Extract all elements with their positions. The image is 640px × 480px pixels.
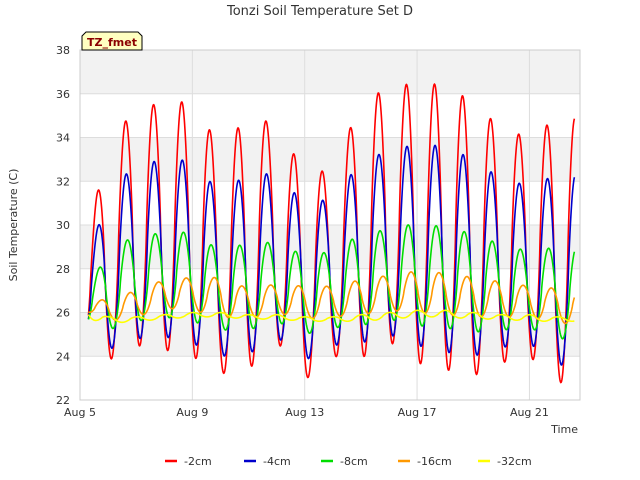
plot-frame bbox=[79, 49, 581, 401]
series-line--32cm bbox=[87, 309, 575, 324]
x-axis-label: Time bbox=[550, 423, 578, 436]
legend-item: -8cm bbox=[321, 455, 368, 468]
y-axis-label: Soil Temperature (C) bbox=[7, 169, 20, 282]
legend-label: -8cm bbox=[340, 455, 368, 468]
plot-band bbox=[80, 137, 580, 182]
x-axis-ticks: Aug 5 Aug 9 Aug 13 Aug 17 Aug 21 bbox=[64, 406, 549, 419]
x-tick-label: Aug 17 bbox=[398, 406, 437, 419]
legend-label: -32cm bbox=[497, 455, 532, 468]
y-tick-label: 22 bbox=[56, 394, 70, 407]
legend-label: -2cm bbox=[184, 455, 212, 468]
x-tick-label: Aug 13 bbox=[285, 406, 324, 419]
legend-label: -4cm bbox=[263, 455, 291, 468]
legend-label: -16cm bbox=[417, 455, 452, 468]
x-tick-label: Aug 9 bbox=[176, 406, 208, 419]
site-badge: TZ_fmet bbox=[81, 31, 143, 51]
y-tick-label: 30 bbox=[56, 219, 70, 232]
legend-item: -16cm bbox=[398, 455, 452, 468]
legend-item: -4cm bbox=[244, 455, 291, 468]
x-tick-label: Aug 5 bbox=[64, 406, 96, 419]
series-line--16cm bbox=[88, 271, 576, 325]
y-tick-label: 36 bbox=[56, 88, 70, 101]
series-line--8cm bbox=[87, 224, 576, 340]
site-badge-label: TZ_fmet bbox=[87, 36, 137, 49]
legend-item: -32cm bbox=[478, 455, 532, 468]
x-tick-label: Aug 21 bbox=[510, 406, 549, 419]
y-tick-label: 24 bbox=[56, 350, 70, 363]
series-line--4cm bbox=[87, 144, 576, 366]
y-tick-label: 28 bbox=[56, 263, 70, 276]
y-axis-ticks: 22 24 26 28 30 32 34 36 38 bbox=[56, 44, 70, 407]
y-tick-label: 38 bbox=[56, 44, 70, 57]
y-tick-label: 34 bbox=[56, 132, 70, 145]
chart-title: Tonzi Soil Temperature Set D bbox=[226, 4, 413, 19]
y-tick-label: 26 bbox=[56, 307, 70, 320]
legend-item: -2cm bbox=[165, 455, 212, 468]
plot-band bbox=[80, 50, 580, 94]
series-lines bbox=[87, 83, 576, 384]
legend: -2cm -4cm -8cm -16cm -32cm bbox=[165, 455, 532, 468]
plot-band bbox=[80, 312, 580, 357]
site-badge-box bbox=[81, 31, 143, 51]
y-tick-label: 32 bbox=[56, 175, 70, 188]
